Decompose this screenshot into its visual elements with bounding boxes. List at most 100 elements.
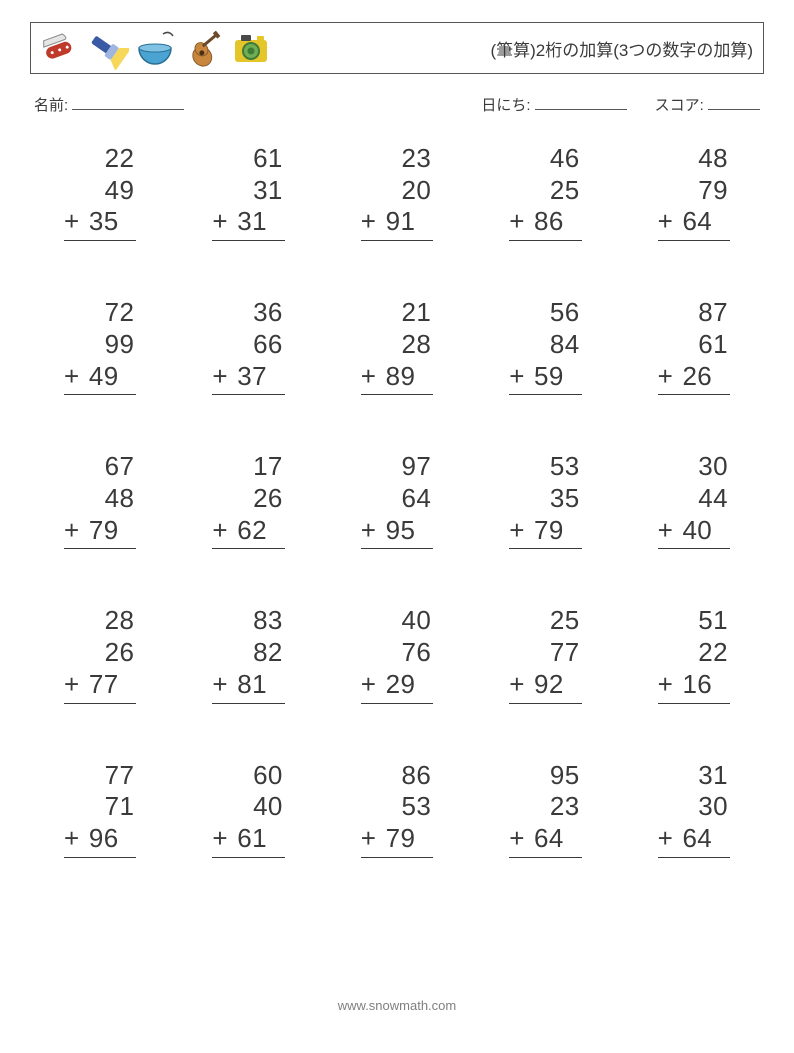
camera-icon <box>229 26 273 70</box>
plus-sign: + <box>64 361 82 393</box>
addend-3: 79 <box>527 515 563 547</box>
addend-1: 40 <box>361 605 433 637</box>
plus-sign: + <box>509 823 527 855</box>
addend-2: 31 <box>212 175 284 207</box>
problem: 3044+40 <box>658 451 730 549</box>
problem: 9764+95 <box>361 451 433 549</box>
addend-2: 66 <box>212 329 284 361</box>
addend-3: 92 <box>527 669 563 701</box>
header-box: (筆算)2桁の加算(3つの数字の加算) <box>30 22 764 74</box>
addend-3: 26 <box>676 361 712 393</box>
problem: 4625+86 <box>509 143 581 241</box>
plus-sign: + <box>658 361 676 393</box>
addend-1: 23 <box>361 143 433 175</box>
problem: 6748+79 <box>64 451 136 549</box>
plus-sign: + <box>212 206 230 238</box>
addend-3: 40 <box>676 515 712 547</box>
addend-1: 36 <box>212 297 284 329</box>
addend-1: 17 <box>212 451 284 483</box>
addend-1: 28 <box>64 605 136 637</box>
addend-3: 49 <box>82 361 118 393</box>
problem: 7299+49 <box>64 297 136 395</box>
addend-3-row: +49 <box>64 361 136 396</box>
addend-1: 86 <box>361 760 433 792</box>
plus-sign: + <box>64 823 82 855</box>
addend-1: 97 <box>361 451 433 483</box>
addend-3: 96 <box>82 823 118 855</box>
addend-3-row: +16 <box>658 669 730 704</box>
addend-2: 64 <box>361 483 433 515</box>
addend-3-row: +96 <box>64 823 136 858</box>
plus-sign: + <box>64 669 82 701</box>
addend-2: 48 <box>64 483 136 515</box>
addend-1: 30 <box>658 451 730 483</box>
date-blank[interactable] <box>535 94 627 110</box>
problem: 2249+35 <box>64 143 136 241</box>
addend-3-row: +59 <box>509 361 581 396</box>
plus-sign: + <box>658 515 676 547</box>
addend-1: 95 <box>509 760 581 792</box>
addend-1: 61 <box>212 143 284 175</box>
addend-3: 91 <box>379 206 415 238</box>
problem: 8382+81 <box>212 605 284 703</box>
addend-1: 60 <box>212 760 284 792</box>
problem: 8653+79 <box>361 760 433 858</box>
addend-1: 77 <box>64 760 136 792</box>
plus-sign: + <box>361 823 379 855</box>
addend-3-row: +40 <box>658 515 730 550</box>
addend-3: 64 <box>527 823 563 855</box>
plus-sign: + <box>658 206 676 238</box>
score-blank[interactable] <box>708 94 760 110</box>
addend-2: 22 <box>658 637 730 669</box>
guitar-icon <box>181 26 225 70</box>
problem: 4076+29 <box>361 605 433 703</box>
header-icons <box>37 26 273 70</box>
addend-2: 53 <box>361 791 433 823</box>
addend-2: 26 <box>64 637 136 669</box>
name-blank[interactable] <box>72 94 184 110</box>
addend-2: 99 <box>64 329 136 361</box>
addend-1: 46 <box>509 143 581 175</box>
addend-2: 61 <box>658 329 730 361</box>
addend-1: 31 <box>658 760 730 792</box>
name-field: 名前: <box>34 94 184 115</box>
worksheet-title: (筆算)2桁の加算(3つの数字の加算) <box>490 36 753 61</box>
addend-3: 77 <box>82 669 118 701</box>
date-field: 日にち: <box>481 94 626 115</box>
addend-1: 72 <box>64 297 136 329</box>
addend-3: 61 <box>231 823 267 855</box>
addend-3-row: +37 <box>212 361 284 396</box>
plus-sign: + <box>509 669 527 701</box>
addend-3-row: +79 <box>361 823 433 858</box>
addend-1: 67 <box>64 451 136 483</box>
addend-3: 89 <box>379 361 415 393</box>
fields-row: 名前: 日にち: スコア: <box>30 94 764 115</box>
addend-3-row: +35 <box>64 206 136 241</box>
addend-2: 49 <box>64 175 136 207</box>
bowl-icon <box>133 26 177 70</box>
addend-3-row: +92 <box>509 669 581 704</box>
flashlight-icon <box>85 26 129 70</box>
addend-3-row: +64 <box>509 823 581 858</box>
problem: 5684+59 <box>509 297 581 395</box>
problem: 6040+61 <box>212 760 284 858</box>
plus-sign: + <box>361 669 379 701</box>
problem: 1726+62 <box>212 451 284 549</box>
addend-3-row: +91 <box>361 206 433 241</box>
addend-1: 25 <box>509 605 581 637</box>
score-label: スコア: <box>655 97 704 114</box>
addend-3-row: +64 <box>658 823 730 858</box>
addend-2: 30 <box>658 791 730 823</box>
plus-sign: + <box>361 515 379 547</box>
addend-3-row: +26 <box>658 361 730 396</box>
addend-3: 64 <box>676 206 712 238</box>
addend-3: 37 <box>231 361 267 393</box>
plus-sign: + <box>658 669 676 701</box>
problem: 3666+37 <box>212 297 284 395</box>
footer-text: www.snowmath.com <box>0 998 794 1013</box>
plus-sign: + <box>212 515 230 547</box>
addend-3: 86 <box>527 206 563 238</box>
addend-3-row: +64 <box>658 206 730 241</box>
problem: 2577+92 <box>509 605 581 703</box>
addend-2: 82 <box>212 637 284 669</box>
